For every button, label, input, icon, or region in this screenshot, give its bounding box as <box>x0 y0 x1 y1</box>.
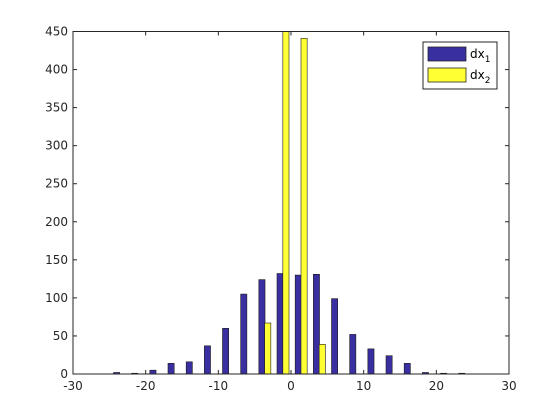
bar-dx1-14 <box>367 348 375 375</box>
y-tick-label: 300 <box>45 139 68 153</box>
y-tick-label: 350 <box>45 101 68 115</box>
bar-dx1-5 <box>204 345 211 375</box>
x-tick-label: -20 <box>136 379 156 393</box>
bar-dx1-10 <box>294 274 302 375</box>
legend-swatch-dx1 <box>427 46 467 62</box>
bar-dx1-3 <box>167 363 175 375</box>
x-tick-label: 30 <box>501 379 516 393</box>
x-tick-label: 20 <box>429 379 444 393</box>
bar-dx2-3 <box>318 344 326 375</box>
legend[interactable]: dx1 dx2 <box>422 41 498 90</box>
x-tick-label: 0 <box>287 379 295 393</box>
x-tick-label: -10 <box>209 379 229 393</box>
y-tick-label: 250 <box>45 177 68 191</box>
bar-dx1-2 <box>149 369 157 375</box>
legend-swatch-dx2 <box>427 67 467 83</box>
bar-dx2-1 <box>282 31 290 375</box>
bar-dx2-2 <box>300 38 308 375</box>
x-tick-label: -30 <box>63 379 83 393</box>
legend-label-dx2: dx2 <box>470 68 490 86</box>
bar-dx1-6 <box>222 328 229 375</box>
x-tick-label: 10 <box>356 379 371 393</box>
bar-dx1-4 <box>185 361 193 375</box>
y-tick-label: 100 <box>45 291 68 305</box>
bar-dx1-16 <box>403 363 411 375</box>
y-tick-label: 50 <box>53 329 68 343</box>
bar-dx1-12 <box>331 298 338 375</box>
ticks-layer: -30 -20 -10 0 10 20 30050100150200250300350400… <box>45 25 517 394</box>
bar-dx1-7 <box>240 293 248 375</box>
legend-label-dx1: dx1 <box>470 47 490 65</box>
y-tick-label: 0 <box>60 367 68 381</box>
bar-dx1-15 <box>385 355 393 375</box>
bar-dx1-13 <box>349 334 357 375</box>
y-tick-label: 200 <box>45 215 68 229</box>
y-tick-label: 150 <box>45 253 68 267</box>
bar-dx2-0 <box>264 322 272 375</box>
y-tick-label: 400 <box>45 63 68 77</box>
y-tick-label: 450 <box>45 25 68 39</box>
bar-dx1-9 <box>276 273 284 375</box>
bar-dx1-11 <box>313 273 320 375</box>
bar-dx1-8 <box>258 279 266 375</box>
